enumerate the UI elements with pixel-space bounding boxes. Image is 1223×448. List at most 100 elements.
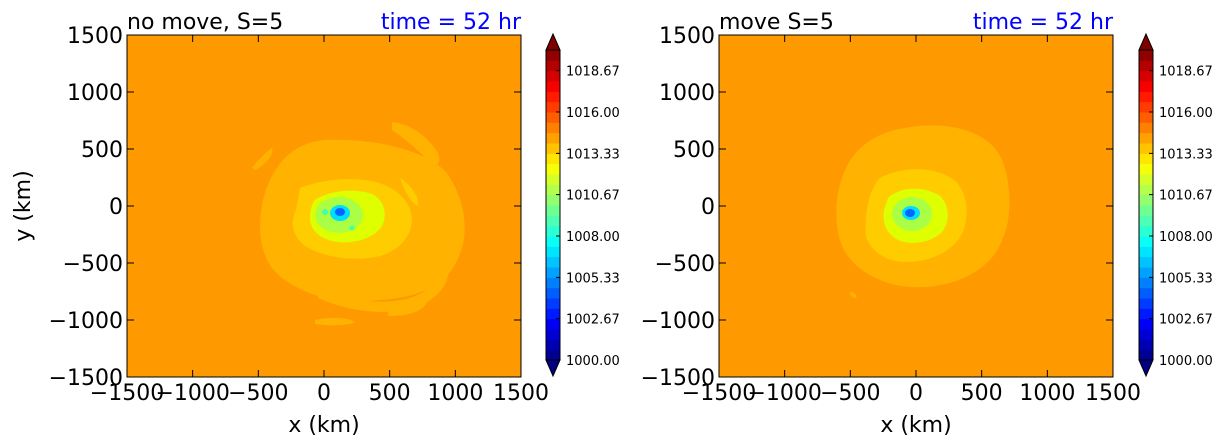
- x-tick-label: 0: [909, 381, 923, 406]
- colorbar-tick-label: 1013.33: [1159, 147, 1213, 162]
- colorbar-tick-label: 1002.67: [1159, 313, 1213, 328]
- colorbar-segment: [1139, 60, 1153, 72]
- colorbar-tick-label: 1016.00: [1159, 106, 1213, 121]
- colorbar-extend-max: [545, 32, 561, 51]
- core-region: [310, 190, 385, 243]
- colorbar-segment: [1139, 91, 1153, 103]
- y-tick-label: 1000: [659, 81, 715, 106]
- colorbar-tick-label: 1008.00: [566, 230, 620, 245]
- colorbar-segment: [1139, 122, 1153, 134]
- colorbar-segment: [1139, 143, 1153, 154]
- core-region: [883, 188, 948, 243]
- colorbar: 1000.00 1002.67 1005.33 1008.00 1010.67 1013.…: [1138, 32, 1213, 378]
- x-tick-label: −1500: [90, 381, 164, 406]
- x-tick-label: 1500: [1085, 381, 1141, 406]
- y-tick-label: −1000: [641, 309, 715, 334]
- colorbar-segment: [1139, 174, 1153, 185]
- colorbar-segment: [1139, 267, 1153, 278]
- colorbar-segment: [546, 339, 560, 351]
- colorbar-tick-label: 1010.67: [566, 189, 620, 204]
- colorbar-segment: [546, 143, 560, 154]
- x-axis-label: x (km): [880, 413, 951, 438]
- colorbar-segment: [1139, 112, 1153, 123]
- colorbar-segment: [546, 81, 560, 92]
- y-tick-label: 0: [109, 195, 123, 220]
- colorbar-segment: [546, 349, 560, 361]
- axis-ticks: −1500−1000−500 0 500 1000 1500−1500−1000−500…: [641, 24, 1141, 406]
- y-axis-label: y (km): [11, 170, 36, 241]
- colorbar-segment: [1139, 236, 1153, 247]
- x-tick-label: −500: [228, 381, 288, 406]
- colorbar-segment: [546, 287, 560, 299]
- colorbar-segment: [1139, 50, 1153, 61]
- colorbar-segment: [546, 101, 560, 113]
- colorbar-tick-label: 1016.00: [566, 106, 620, 121]
- colorbar-extend-max: [1138, 32, 1154, 51]
- panel-title: move S=5: [719, 10, 834, 35]
- colorbar-segment: [546, 122, 560, 134]
- colorbar-tick-label: 1005.33: [566, 271, 620, 286]
- colorbar-frame: [1138, 49, 1154, 361]
- x-tick-label: 500: [961, 381, 1003, 406]
- y-tick-label: 500: [81, 138, 123, 163]
- colorbar-segment: [1139, 225, 1153, 237]
- colorbar-segment: [1139, 153, 1153, 165]
- colorbar-segment: [1139, 349, 1153, 361]
- colorbar-segment: [546, 132, 560, 144]
- plot-area: [127, 35, 521, 377]
- y-tick-label: 0: [701, 195, 715, 220]
- x-tick-label: −1000: [747, 381, 821, 406]
- panel-no-move: no move, S=5 time = 52 hr: [11, 10, 620, 438]
- colorbar-segment: [546, 112, 560, 123]
- time-label: time = 52 hr: [973, 10, 1114, 35]
- y-tick-label: 500: [673, 138, 715, 163]
- y-tick-label: −1000: [49, 309, 123, 334]
- plot-area: [719, 35, 1113, 377]
- y-tick-label: 1000: [67, 81, 123, 106]
- colorbar: 1000.00 1002.67 1005.33 1008.00 1010.67 1013.…: [545, 32, 620, 378]
- colorbar-segment: [546, 174, 560, 185]
- colorbar-segment: [546, 236, 560, 247]
- y-tick-label: 1500: [659, 24, 715, 49]
- colorbar-segment: [1139, 163, 1153, 175]
- x-tick-label: 500: [369, 381, 411, 406]
- colorbar-tick-label: 1013.33: [566, 147, 620, 162]
- colorbar-segment: [546, 277, 560, 289]
- colorbar-segment: [1139, 194, 1153, 206]
- colorbar-segment: [546, 163, 560, 175]
- panel-move: move S=5 time = 52 hr −1500−1000−500 0 500…: [641, 10, 1213, 438]
- colorbar-segment: [1139, 308, 1153, 320]
- colorbar-tick-label: 1005.33: [1159, 271, 1213, 286]
- colorbar-segment: [1139, 329, 1153, 340]
- y-tick-label: −1500: [49, 366, 123, 391]
- y-tick-label: −500: [63, 252, 123, 277]
- colorbar-segment: [546, 153, 560, 165]
- x-tick-label: 0: [317, 381, 331, 406]
- colorbar-segment: [1139, 132, 1153, 144]
- panel-title: no move, S=5: [127, 10, 283, 35]
- colorbar-tick-label: 1000.00: [566, 354, 620, 369]
- colorbar-extend-min: [1138, 359, 1154, 378]
- colorbar-segment: [546, 70, 560, 82]
- colorbar-tick-label: 1018.67: [566, 65, 620, 80]
- colorbar-tick-label: 1018.67: [1159, 65, 1213, 80]
- colorbar-segment: [1139, 277, 1153, 289]
- time-label: time = 52 hr: [381, 10, 522, 35]
- colorbar-segment: [1139, 70, 1153, 82]
- x-tick-label: −500: [820, 381, 880, 406]
- x-tick-label: 1000: [1019, 381, 1075, 406]
- colorbar-extend-min: [545, 359, 561, 378]
- colorbar-segment: [1139, 215, 1153, 227]
- y-tick-label: −1500: [641, 366, 715, 391]
- x-tick-label: 1000: [427, 381, 483, 406]
- x-axis-label: x (km): [288, 413, 359, 438]
- colorbar-segment: [546, 215, 560, 227]
- colorbar-segment: [1139, 298, 1153, 309]
- colorbar-segment: [546, 60, 560, 72]
- colorbar-tick-label: 1008.00: [1159, 230, 1213, 245]
- colorbar-tick-label: 1002.67: [566, 313, 620, 328]
- colorbar-frame: [545, 49, 561, 361]
- colorbar-segment: [546, 91, 560, 103]
- colorbar-segment: [1139, 339, 1153, 351]
- colorbar-segment: [1139, 101, 1153, 113]
